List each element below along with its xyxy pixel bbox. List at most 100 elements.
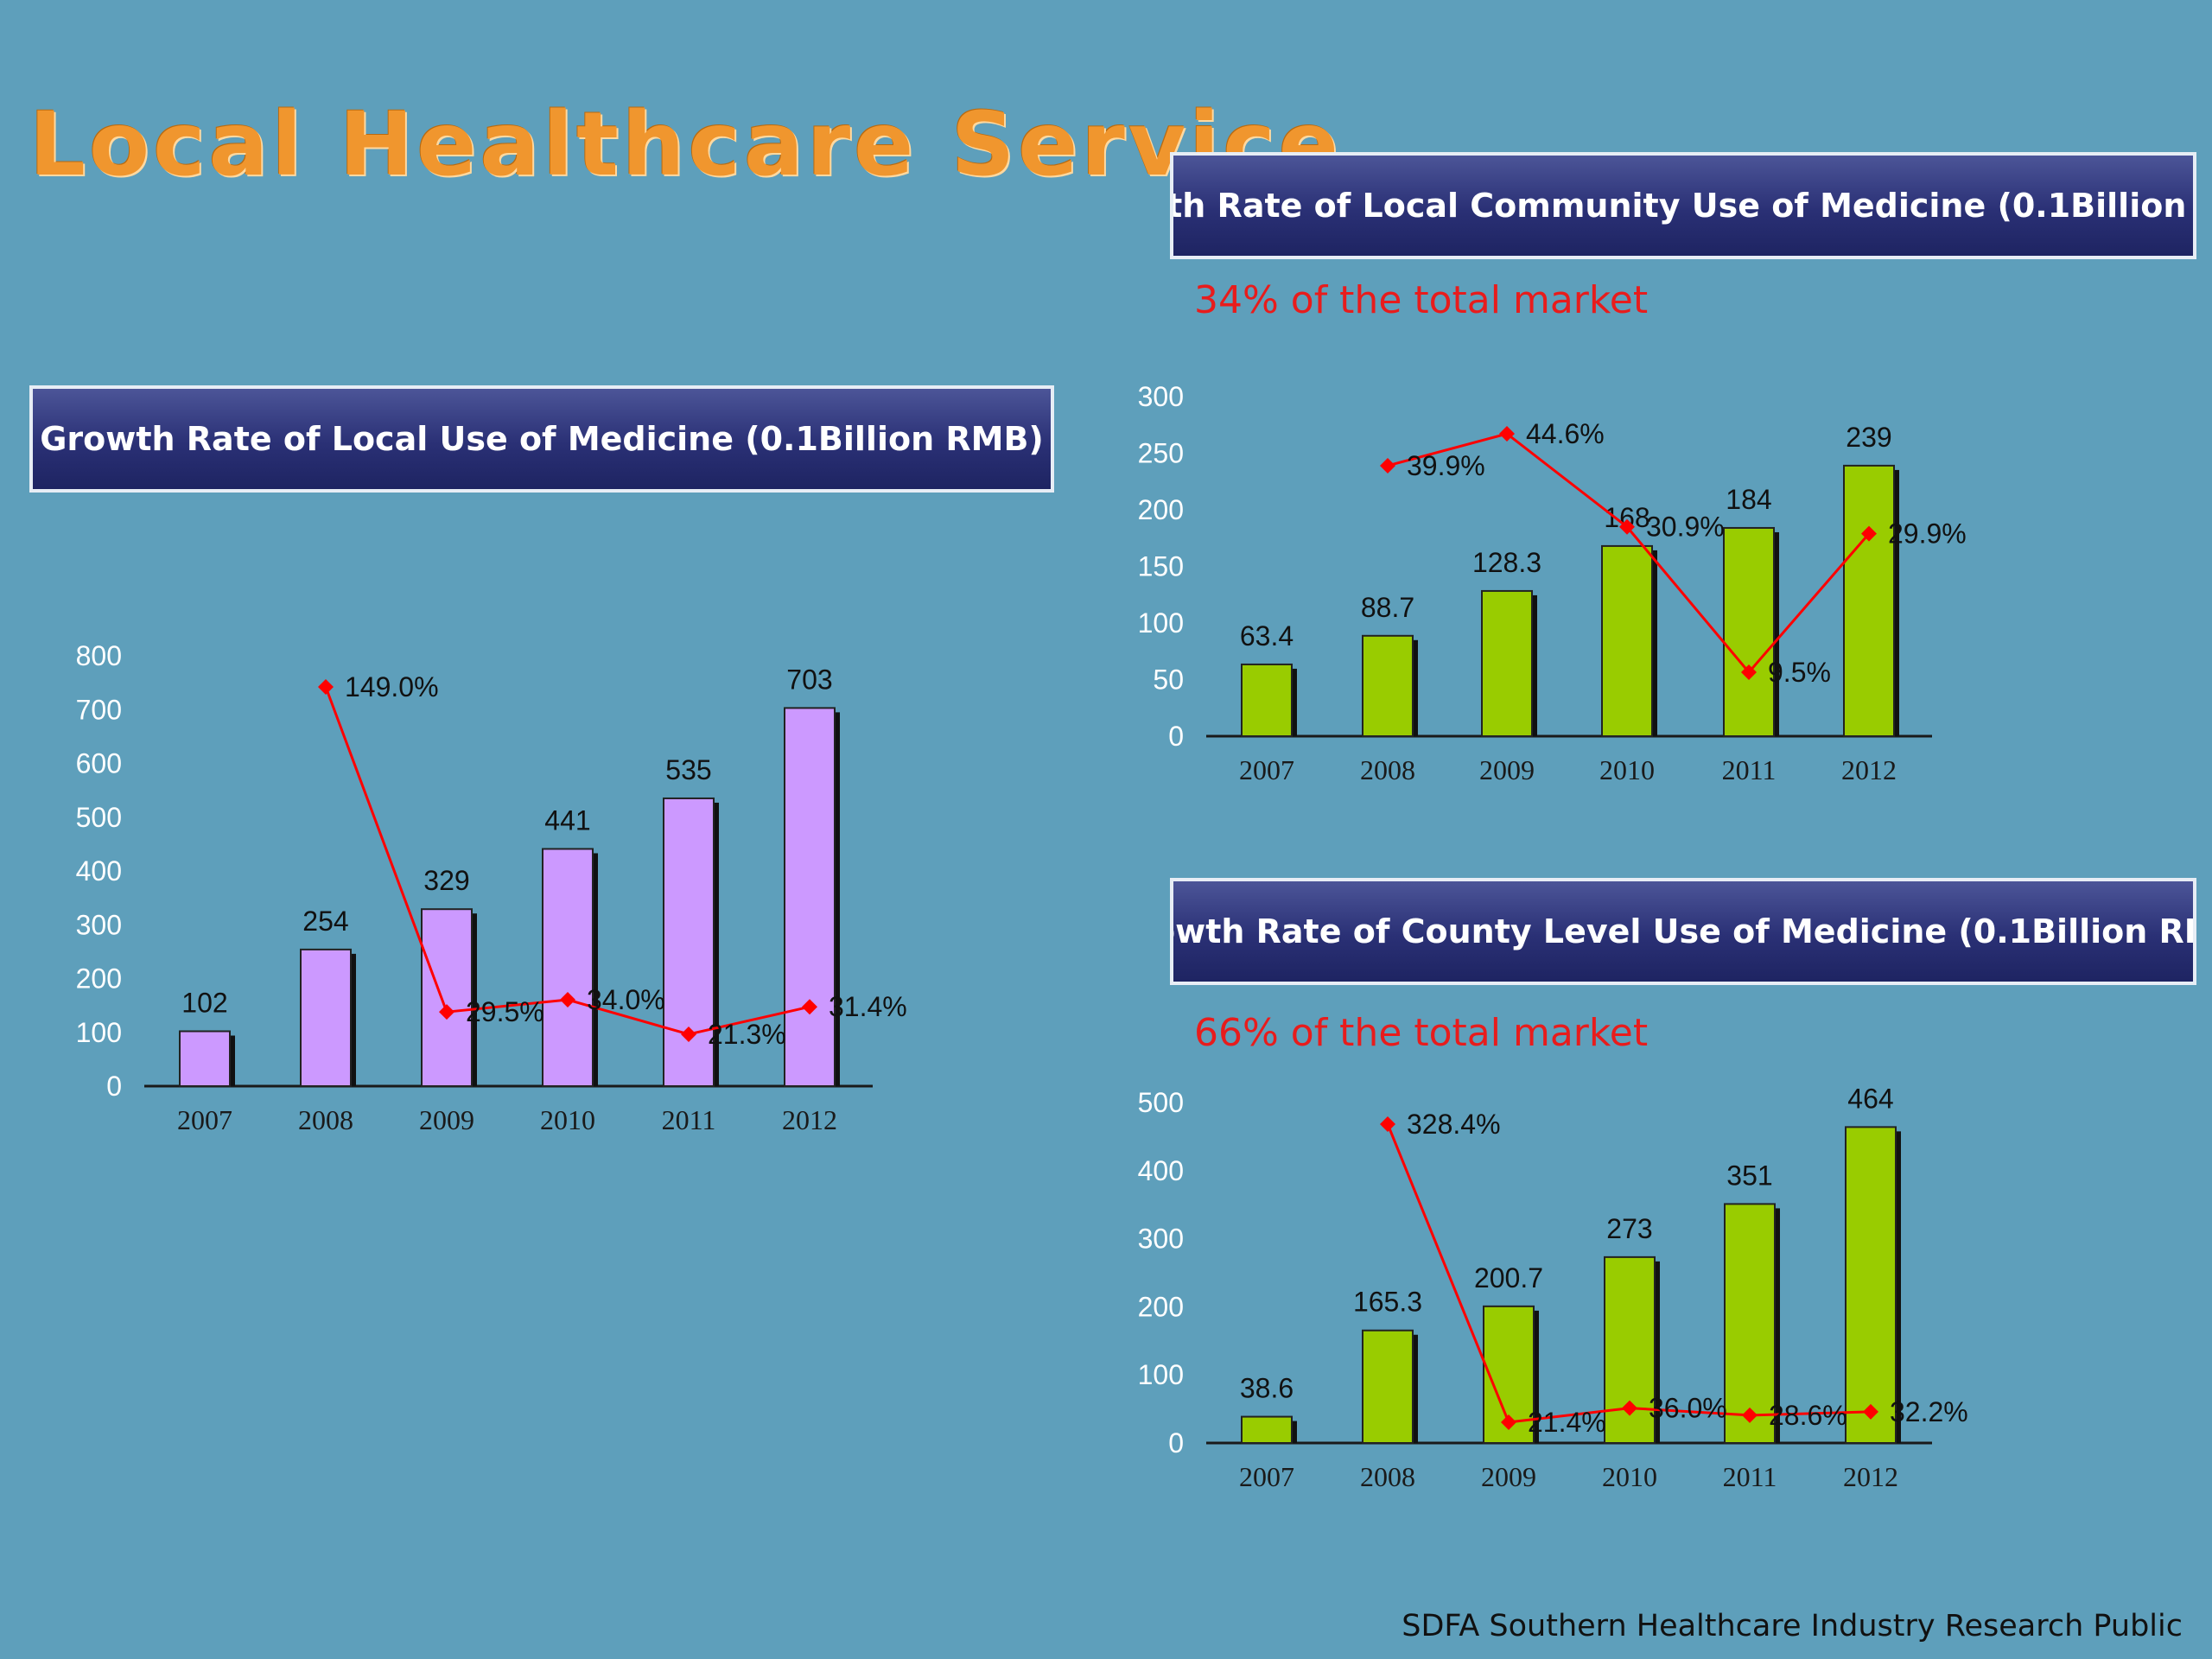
growth-rate-point (1501, 1414, 1516, 1430)
y-tick-label: 700 (76, 694, 122, 725)
x-tick-label: 2008 (1360, 1461, 1415, 1492)
local-medicine-chart-title: Growth Rate of Local Use of Medicine (0.… (40, 420, 1044, 458)
footer-source: SDFA Southern Healthcare Industry Resear… (1402, 1609, 2183, 1643)
growth-rate-label: 29.5% (466, 996, 544, 1027)
community-market-share-note: 34% of the total market (1194, 278, 1649, 322)
y-tick-label: 300 (1138, 381, 1184, 412)
growth-rate-point (1622, 1400, 1637, 1416)
bar (1241, 663, 1293, 737)
y-tick-label: 800 (76, 640, 122, 671)
x-tick-label: 2009 (1481, 1461, 1536, 1492)
x-tick-label: 2011 (1722, 754, 1777, 785)
x-tick-label: 2010 (1602, 1461, 1657, 1492)
growth-rate-point (560, 992, 575, 1008)
x-tick-label: 2010 (540, 1104, 595, 1135)
bar-value-label: 329 (423, 865, 469, 896)
bar-value-label: 273 (1606, 1213, 1652, 1244)
growth-rate-label: 21.3% (708, 1019, 786, 1050)
growth-rate-label: 36.0% (1649, 1393, 1727, 1424)
growth-rate-point (1619, 518, 1635, 535)
y-tick-label: 500 (1138, 1087, 1184, 1118)
bar-value-label: 703 (786, 664, 832, 695)
y-tick-label: 100 (1138, 607, 1184, 639)
bar (1362, 1329, 1414, 1445)
community-medicine-chart-header: Growth Rate of Local Community Use of Me… (1170, 152, 2196, 259)
growth-rate-point (1741, 664, 1757, 680)
bar (300, 948, 352, 1088)
growth-rate-label: 149.0% (345, 671, 439, 702)
growth-rate-point (439, 1004, 454, 1020)
bar-value-label: 128.3 (1472, 547, 1541, 578)
y-tick-label: 0 (1168, 721, 1184, 752)
bar (179, 1030, 231, 1088)
x-tick-label: 2012 (1843, 1461, 1898, 1492)
y-tick-label: 200 (1138, 1291, 1184, 1322)
y-tick-label: 50 (1153, 664, 1184, 696)
bar (1481, 589, 1533, 737)
bar (421, 908, 473, 1088)
bar-value-label: 102 (181, 988, 227, 1019)
y-tick-label: 200 (76, 963, 122, 995)
page-title: Local Healthcare Service (29, 93, 1342, 196)
growth-rate-label: 28.6% (1769, 1400, 1847, 1431)
bar-value-label: 239 (1846, 422, 1891, 453)
x-tick-label: 2012 (1841, 754, 1897, 785)
y-tick-label: 600 (76, 748, 122, 779)
growth-rate-label: 34.0% (587, 984, 665, 1015)
growth-rate-label: 32.2% (1890, 1396, 1968, 1427)
x-tick-label: 2007 (177, 1104, 232, 1135)
growth-rate-point (1499, 426, 1515, 442)
bar-value-label: 38.6 (1240, 1373, 1294, 1404)
y-tick-label: 250 (1138, 438, 1184, 469)
growth-rate-point (1380, 1116, 1395, 1132)
x-tick-label: 2009 (1479, 754, 1535, 785)
growth-rate-point (681, 1027, 696, 1042)
x-tick-label: 2008 (298, 1104, 353, 1135)
y-tick-label: 500 (76, 802, 122, 833)
bar-value-label: 165.3 (1353, 1287, 1422, 1318)
y-tick-label: 100 (76, 1017, 122, 1048)
x-tick-label: 2011 (662, 1104, 716, 1135)
bar-value-label: 63.4 (1240, 620, 1294, 652)
bar (1845, 1126, 1897, 1445)
bar-value-label: 254 (302, 906, 348, 937)
y-tick-label: 150 (1138, 551, 1184, 582)
bar-value-label: 351 (1726, 1160, 1772, 1191)
bar (1241, 1415, 1293, 1445)
bar (1843, 464, 1895, 737)
growth-rate-label: 31.4% (829, 991, 907, 1022)
y-tick-label: 400 (76, 855, 122, 887)
growth-rate-label: 21.4% (1528, 1407, 1606, 1438)
x-tick-label: 2007 (1239, 754, 1294, 785)
growth-rate-point (1861, 525, 1877, 542)
growth-rate-point (802, 999, 817, 1015)
bar (542, 848, 594, 1087)
bar-value-label: 200.7 (1474, 1262, 1543, 1294)
x-tick-label: 2008 (1360, 754, 1415, 785)
bar (1362, 634, 1414, 737)
bar (1724, 1203, 1776, 1444)
county-medicine-chart-header: Growth Rate of County Level Use of Medic… (1170, 878, 2196, 985)
growth-rate-point (1380, 457, 1395, 474)
bar-value-label: 88.7 (1361, 592, 1414, 623)
y-tick-label: 400 (1138, 1155, 1184, 1186)
bar (1723, 526, 1775, 738)
x-tick-label: 2011 (1723, 1461, 1777, 1492)
bar-value-label: 441 (544, 804, 590, 836)
x-tick-label: 2012 (782, 1104, 837, 1135)
x-tick-label: 2009 (419, 1104, 474, 1135)
growth-rate-label: 39.9% (1407, 450, 1485, 481)
growth-rate-label: 29.9% (1888, 518, 1967, 550)
growth-rate-label: 9.5% (1768, 657, 1831, 688)
growth-rate-point (1863, 1403, 1878, 1420)
growth-rate-point (1742, 1407, 1758, 1423)
growth-rate-label: 30.9% (1646, 512, 1725, 543)
y-tick-label: 300 (76, 909, 122, 940)
y-tick-label: 0 (106, 1071, 122, 1102)
x-tick-label: 2007 (1239, 1461, 1294, 1492)
bar (784, 707, 836, 1087)
bar-value-label: 535 (665, 754, 711, 785)
